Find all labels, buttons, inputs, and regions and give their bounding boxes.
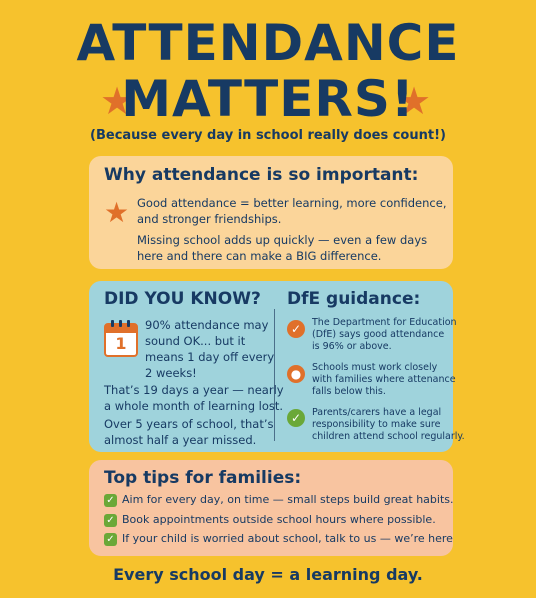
tip-item: Book appointments outside school hours w… [122, 513, 436, 526]
did-you-know-title: DID YOU KNOW? [104, 289, 261, 309]
footer-slogan: Every school day = a learning day. [113, 565, 423, 584]
why-text-line: Good attendance = better learning, more … [137, 196, 447, 210]
title-line-2: MATTERS! [121, 70, 415, 128]
dfe-item-line: Parents/carers have a legal [312, 407, 442, 418]
star-icon: ★ [100, 79, 135, 123]
dfe-item-line: with families where attenance [312, 374, 456, 385]
fact-line: Over 5 years of school, that’s [104, 417, 274, 431]
fact-line: 2 weeks! [145, 366, 197, 380]
star-icon: ★ [397, 79, 432, 123]
fact-line: sound OK... but it [145, 334, 246, 348]
check-icon: ✓ [104, 533, 117, 546]
tip-item: If your child is worried about school, t… [122, 532, 453, 545]
top-tips-title: Top tips for families: [104, 468, 302, 488]
dfe-item-line: falls below this. [312, 386, 386, 397]
fact-line: almost half a year missed. [104, 433, 257, 447]
calendar-icon: 1 [104, 320, 138, 357]
why-text-line: here and there can make a BIG difference… [137, 249, 382, 263]
dfe-item-line: Schools must work closely [312, 362, 438, 373]
top-tips-card [89, 460, 453, 556]
star-icon: ★ [104, 196, 130, 229]
did-you-know-card [89, 281, 453, 452]
check-icon: ✓ [287, 320, 305, 338]
why-attendance-title: Why attendance is so important: [104, 165, 419, 185]
calendar-number: 1 [115, 334, 127, 353]
tip-item: Aim for every day, on time — small steps… [122, 493, 454, 506]
dfe-item-line: children attend school regularly. [312, 431, 465, 442]
check-icon: ✓ [287, 409, 305, 427]
subtitle: (Because every day in school really does… [90, 128, 446, 143]
why-text-line: Missing school adds up quickly — even a … [137, 233, 428, 247]
dfe-item-line: The Department for Education [312, 317, 457, 328]
fact-line: means 1 day off every [145, 350, 275, 364]
title-line-1: ATTENDANCE [76, 14, 460, 72]
dot-icon: ● [287, 365, 305, 383]
dfe-guidance-title: DfE guidance: [287, 289, 421, 309]
fact-line: That’s 19 days a year — nearly [104, 383, 284, 397]
fact-line: 90% attendance may [145, 318, 269, 332]
dfe-item-line: is 96% or above. [312, 341, 392, 352]
check-icon: ✓ [104, 494, 117, 507]
check-icon: ✓ [104, 514, 117, 527]
dfe-item-line: (DfE) says good attendance [312, 329, 445, 340]
why-text-line: and stronger friendships. [137, 212, 282, 226]
fact-line: a whole month of learning lost. [104, 399, 284, 413]
why-attendance-card [89, 156, 453, 269]
divider [274, 309, 275, 441]
dfe-item-line: responsibility to make sure [312, 419, 441, 430]
